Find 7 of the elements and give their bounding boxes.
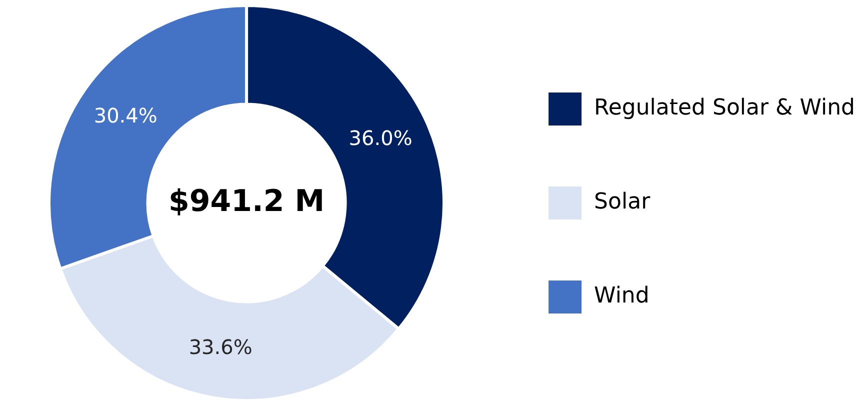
data-label: 33.6% xyxy=(188,335,252,360)
legend-label: Solar xyxy=(594,190,652,215)
text: $941.2 M xyxy=(168,184,325,219)
data-label: 36.0% xyxy=(348,126,412,150)
legend-label: Regulated Solar & Wind xyxy=(594,96,856,121)
legend-label: Wind xyxy=(594,284,650,309)
data-label: 30.4% xyxy=(94,104,158,128)
